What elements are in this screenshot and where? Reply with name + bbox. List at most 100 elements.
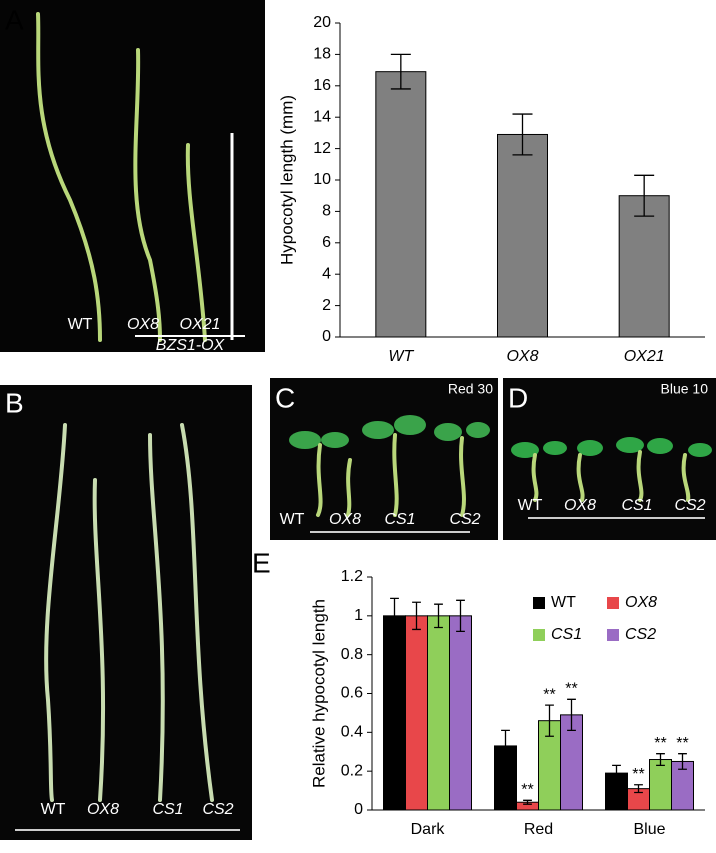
significance: **	[565, 681, 577, 698]
y-tick-label: 1	[354, 607, 363, 624]
error-bar	[512, 113, 533, 156]
photo-label: CS1	[152, 801, 183, 818]
significance: **	[521, 782, 533, 799]
bar	[449, 615, 472, 811]
bar	[383, 615, 406, 811]
y-axis-label: Hypocotyl length (mm)	[277, 95, 296, 265]
error-bar	[656, 753, 665, 766]
cotyledons	[511, 437, 712, 458]
error-bar	[545, 704, 554, 737]
photo-title: Blue 10	[661, 381, 709, 397]
x-tick-label: Red	[524, 821, 553, 838]
error-bar	[678, 753, 687, 770]
significance: **	[632, 766, 644, 783]
legend-swatch	[533, 629, 545, 641]
error-bar	[634, 784, 643, 794]
panel-label: A	[5, 4, 24, 35]
y-tick-label: 0.2	[341, 762, 363, 779]
panel-label: E	[252, 547, 271, 578]
photo-d	[503, 378, 716, 540]
error-bar	[412, 601, 421, 631]
seedling	[185, 143, 207, 342]
cotyledons	[289, 415, 490, 449]
y-axis-label: Relative hypocotyl length	[309, 599, 328, 788]
y-tick-label: 10	[313, 171, 331, 188]
x-tick-label: Dark	[411, 821, 446, 838]
y-tick-label: 16	[313, 77, 331, 94]
photo-label: OX8	[329, 511, 361, 528]
y-tick-label: 6	[322, 234, 331, 251]
seedling	[133, 48, 162, 342]
legend-swatch	[607, 629, 619, 641]
photo-label: CS2	[674, 497, 705, 514]
seedling	[92, 478, 106, 802]
seedling	[180, 423, 214, 802]
bar	[649, 759, 672, 811]
y-tick-label: 20	[313, 14, 331, 31]
error-bar	[501, 729, 510, 763]
y-tick-label: 1.2	[341, 568, 363, 585]
error-bar	[456, 599, 465, 633]
bar	[405, 615, 428, 811]
legend-swatch	[533, 597, 545, 609]
error-bar	[523, 799, 532, 805]
photo-label: WT	[68, 316, 93, 333]
photo-b	[0, 385, 252, 840]
photo-label: OX8	[127, 316, 159, 333]
error-bar	[567, 698, 576, 732]
bar	[618, 195, 670, 338]
photo-a	[0, 0, 265, 352]
legend-label: CS1	[551, 626, 582, 643]
y-tick-label: 8	[322, 203, 331, 220]
bar	[375, 71, 427, 338]
y-tick-label: 4	[322, 265, 331, 282]
photo-label: CS2	[202, 801, 233, 818]
panel-label: D	[508, 382, 528, 413]
y-tick-label: 14	[313, 108, 331, 125]
x-tick-label: WT	[388, 348, 414, 365]
photo-label: CS2	[449, 511, 480, 528]
y-tick-label: 0.6	[341, 685, 363, 702]
legend-label: CS2	[625, 626, 656, 643]
x-tick-label: OX8	[506, 348, 538, 365]
seedling	[44, 423, 67, 802]
y-tick-label: 0	[354, 801, 363, 818]
seedling	[316, 433, 466, 517]
legend-swatch	[607, 597, 619, 609]
panel-label: C	[275, 382, 295, 413]
error-bar	[390, 597, 399, 634]
photo-label: WT	[41, 801, 66, 818]
legend-label: OX8	[625, 594, 657, 611]
photo-label: OX21	[180, 316, 221, 333]
photo-label: BZS1-OX	[156, 337, 226, 354]
error-bar	[434, 603, 443, 629]
y-tick-label: 0	[322, 328, 331, 345]
error-bar	[390, 53, 411, 90]
legend-label: WT	[551, 594, 576, 611]
photo-label: CS1	[621, 497, 652, 514]
bar	[427, 615, 450, 811]
photo-label: OX8	[87, 801, 119, 818]
photo-label: OX8	[564, 497, 596, 514]
x-tick-label: OX21	[624, 348, 665, 365]
x-tick-label: Blue	[633, 821, 665, 838]
error-bar	[612, 764, 621, 782]
photo-title: Red 30	[448, 381, 493, 397]
photo-label: CS1	[384, 511, 415, 528]
bar	[497, 133, 548, 338]
seedling	[36, 12, 102, 342]
seedling	[148, 433, 165, 802]
y-tick-label: 2	[322, 297, 331, 314]
significance: **	[543, 686, 555, 703]
y-tick-label: 0.4	[341, 724, 363, 741]
photo-label: WT	[518, 497, 543, 514]
significance: **	[676, 735, 688, 752]
significance: **	[654, 735, 666, 752]
y-tick-label: 12	[313, 140, 331, 157]
photo-label: WT	[280, 511, 305, 528]
seedling	[531, 450, 691, 502]
y-tick-label: 0.8	[341, 646, 363, 663]
error-bar	[634, 174, 655, 217]
panel-label: B	[5, 387, 24, 418]
